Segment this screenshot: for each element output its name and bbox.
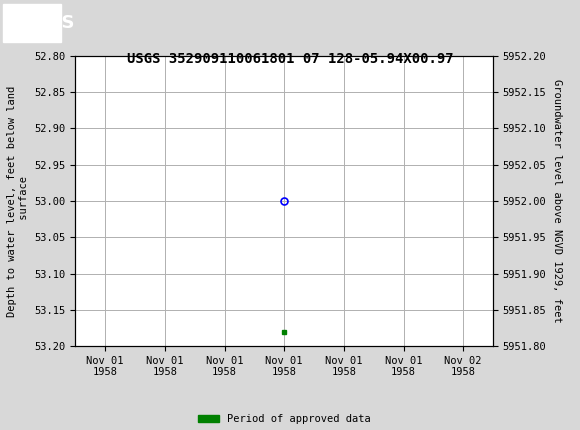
Y-axis label: Depth to water level, feet below land
 surface: Depth to water level, feet below land su… [8,86,29,316]
Y-axis label: Groundwater level above NGVD 1929, feet: Groundwater level above NGVD 1929, feet [552,79,562,323]
Legend: Period of approved data: Period of approved data [194,410,375,428]
Text: ≡USGS: ≡USGS [4,14,75,31]
Bar [3,3,61,42]
Text: USGS 352909110061801 07 128-05.94X00.97: USGS 352909110061801 07 128-05.94X00.97 [126,52,454,67]
